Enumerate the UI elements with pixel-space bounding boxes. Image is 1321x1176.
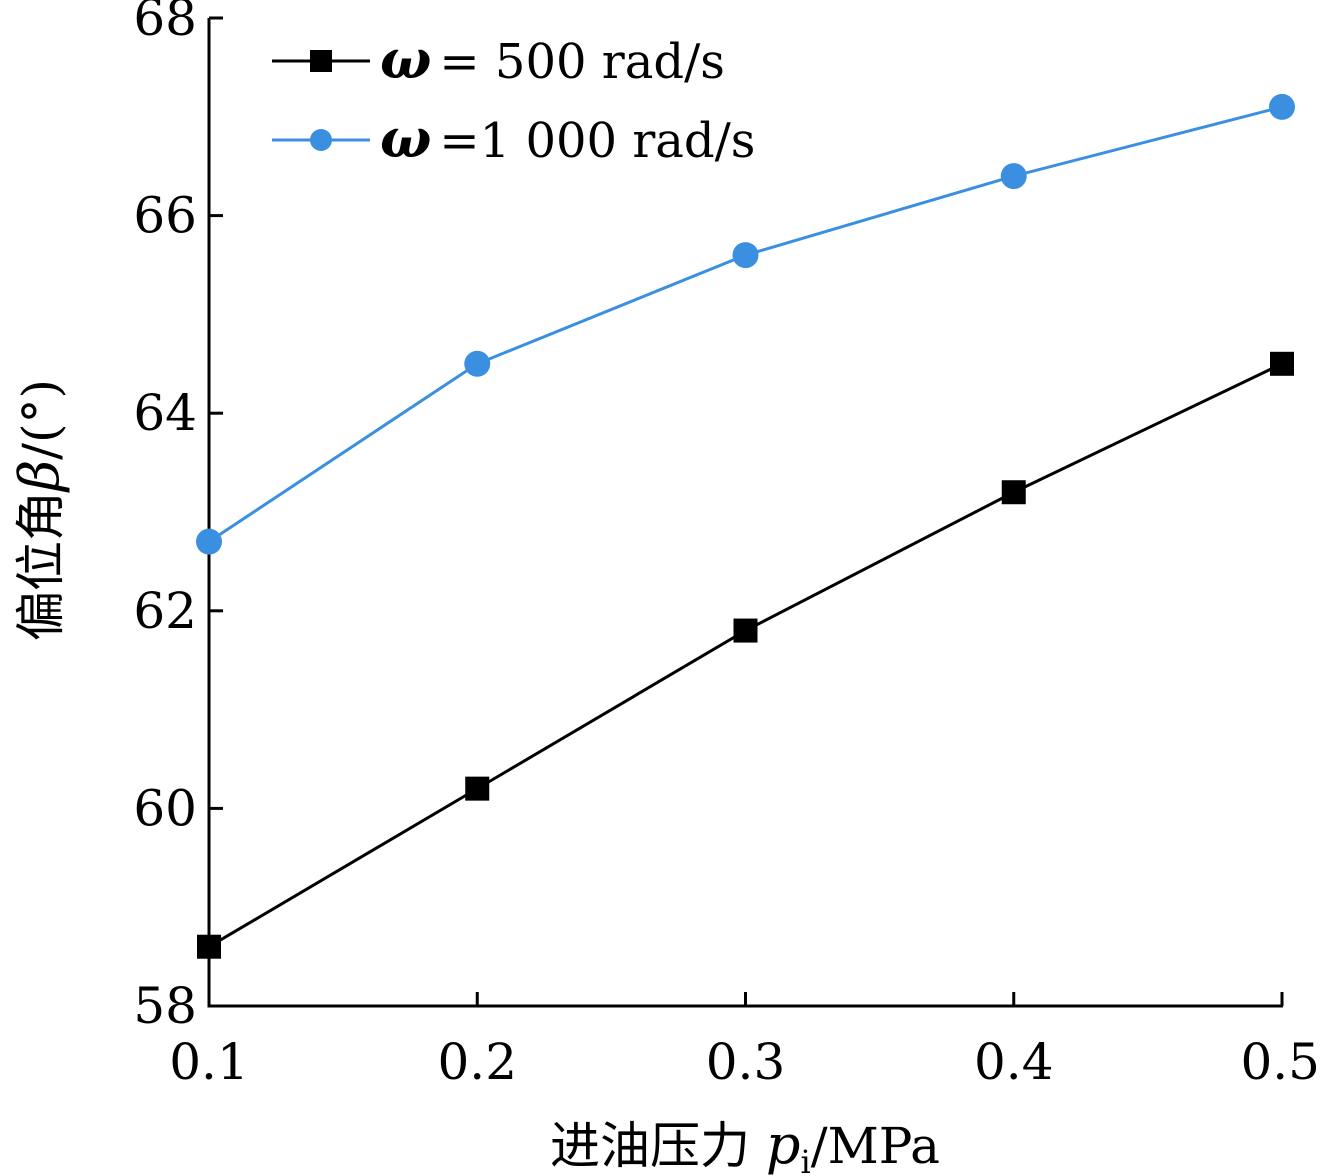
data-point-circle bbox=[1269, 93, 1295, 120]
y-ticks: 58 60 62 64 66 68 bbox=[133, 0, 223, 1035]
x-tick-label: 0.4 bbox=[974, 1033, 1054, 1091]
data-point-circle bbox=[196, 528, 222, 555]
y-tick-label: 60 bbox=[133, 779, 197, 837]
x-ticks: 0.1 0.2 0.3 0.4 0.5 bbox=[169, 992, 1320, 1091]
data-point-circle bbox=[1000, 163, 1027, 190]
legend-entry-2: ω =1 000 rad/s bbox=[272, 106, 755, 170]
data-point-square bbox=[1001, 480, 1026, 505]
series-2 bbox=[196, 93, 1295, 555]
data-point-square bbox=[733, 618, 758, 643]
data-point-square bbox=[465, 776, 490, 801]
series-1 bbox=[197, 351, 1294, 959]
y-axis-title: 偏位角β/(°) bbox=[8, 379, 71, 641]
series-layer bbox=[196, 93, 1295, 959]
series-line bbox=[208, 105, 1283, 543]
data-point-circle bbox=[732, 242, 759, 269]
legend-label: ω =1 000 rad/s bbox=[380, 106, 755, 170]
legend-marker-circle bbox=[310, 129, 332, 151]
data-point-circle bbox=[464, 350, 491, 377]
y-tick-label: 66 bbox=[133, 187, 197, 245]
series-line bbox=[208, 362, 1283, 949]
y-tick-label: 62 bbox=[133, 582, 197, 640]
data-point-square bbox=[197, 934, 221, 959]
legend: ω = 500 rad/s ω =1 000 rad/s bbox=[272, 27, 755, 170]
x-tick-label: 0.1 bbox=[169, 1033, 249, 1091]
data-point-square bbox=[1270, 351, 1294, 376]
x-tick-label: 0.3 bbox=[706, 1033, 786, 1091]
x-tick-label: 0.5 bbox=[1240, 1033, 1320, 1091]
legend-label: ω = 500 rad/s bbox=[380, 27, 725, 91]
legend-marker-square bbox=[310, 50, 332, 72]
y-tick-label: 64 bbox=[133, 384, 197, 442]
x-tick-label: 0.2 bbox=[437, 1033, 517, 1091]
legend-entry-1: ω = 500 rad/s bbox=[272, 27, 725, 91]
y-tick-label: 68 bbox=[133, 0, 197, 47]
x-axis-title: 进油压力 pi/MPa bbox=[550, 1113, 940, 1176]
y-tick-label: 58 bbox=[133, 977, 197, 1035]
